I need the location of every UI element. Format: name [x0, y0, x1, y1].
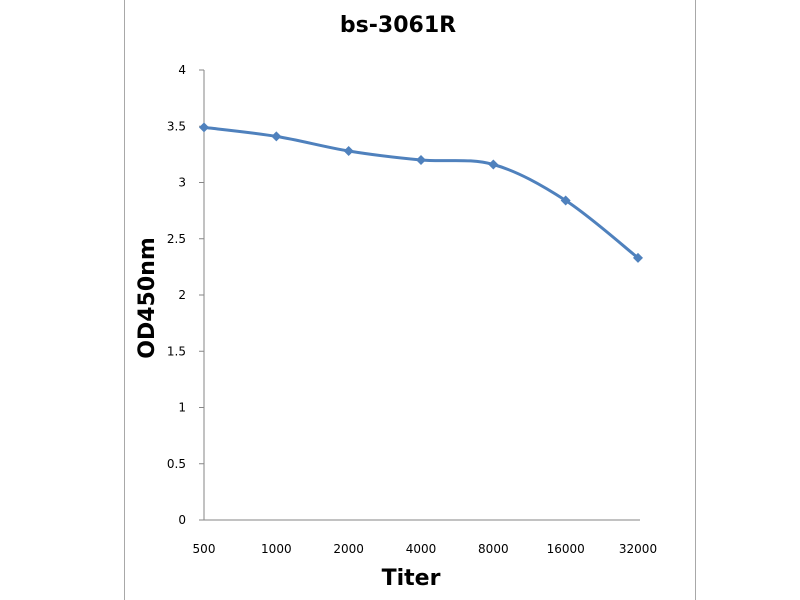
- y-tick-label: 4: [178, 63, 186, 77]
- y-tick-label: 1: [178, 401, 186, 415]
- series-line: [203, 125, 639, 260]
- y-tick-label: 0.5: [167, 457, 186, 471]
- chart-frame: [124, 0, 696, 600]
- series-markers: [199, 122, 643, 263]
- x-tick-label: 2000: [333, 542, 364, 556]
- x-axis-title: Titer: [382, 566, 441, 591]
- data-point: [633, 252, 643, 263]
- x-tick-label: 32000: [619, 542, 657, 556]
- data-point: [271, 131, 282, 142]
- y-tick-label: 1.5: [167, 344, 186, 358]
- x-tick-label: 4000: [406, 542, 437, 556]
- data-point: [488, 159, 499, 170]
- y-tick-label: 3: [178, 176, 186, 190]
- x-axis-ticks: 500 1000 2000 4000 8000 16000 32000: [193, 542, 658, 556]
- data-point: [560, 195, 571, 206]
- y-tick-label: 2.5: [167, 232, 186, 246]
- data-point: [199, 122, 209, 133]
- data-point: [343, 146, 354, 156]
- y-axis-ticks: 0 0.5 1 1.5 2 2.5 3 3.5 4: [167, 63, 204, 527]
- x-tick-label: 1000: [261, 542, 292, 556]
- y-tick-label: 3.5: [167, 119, 186, 133]
- x-tick-label: 500: [193, 542, 216, 556]
- data-point: [416, 155, 426, 165]
- y-tick-label: 2: [178, 288, 186, 302]
- y-tick-label: 0: [178, 513, 186, 527]
- chart-title: bs-3061R: [340, 13, 456, 38]
- x-tick-label: 16000: [547, 542, 585, 556]
- x-tick-label: 8000: [478, 542, 509, 556]
- y-axis-title: OD450nm: [135, 237, 160, 358]
